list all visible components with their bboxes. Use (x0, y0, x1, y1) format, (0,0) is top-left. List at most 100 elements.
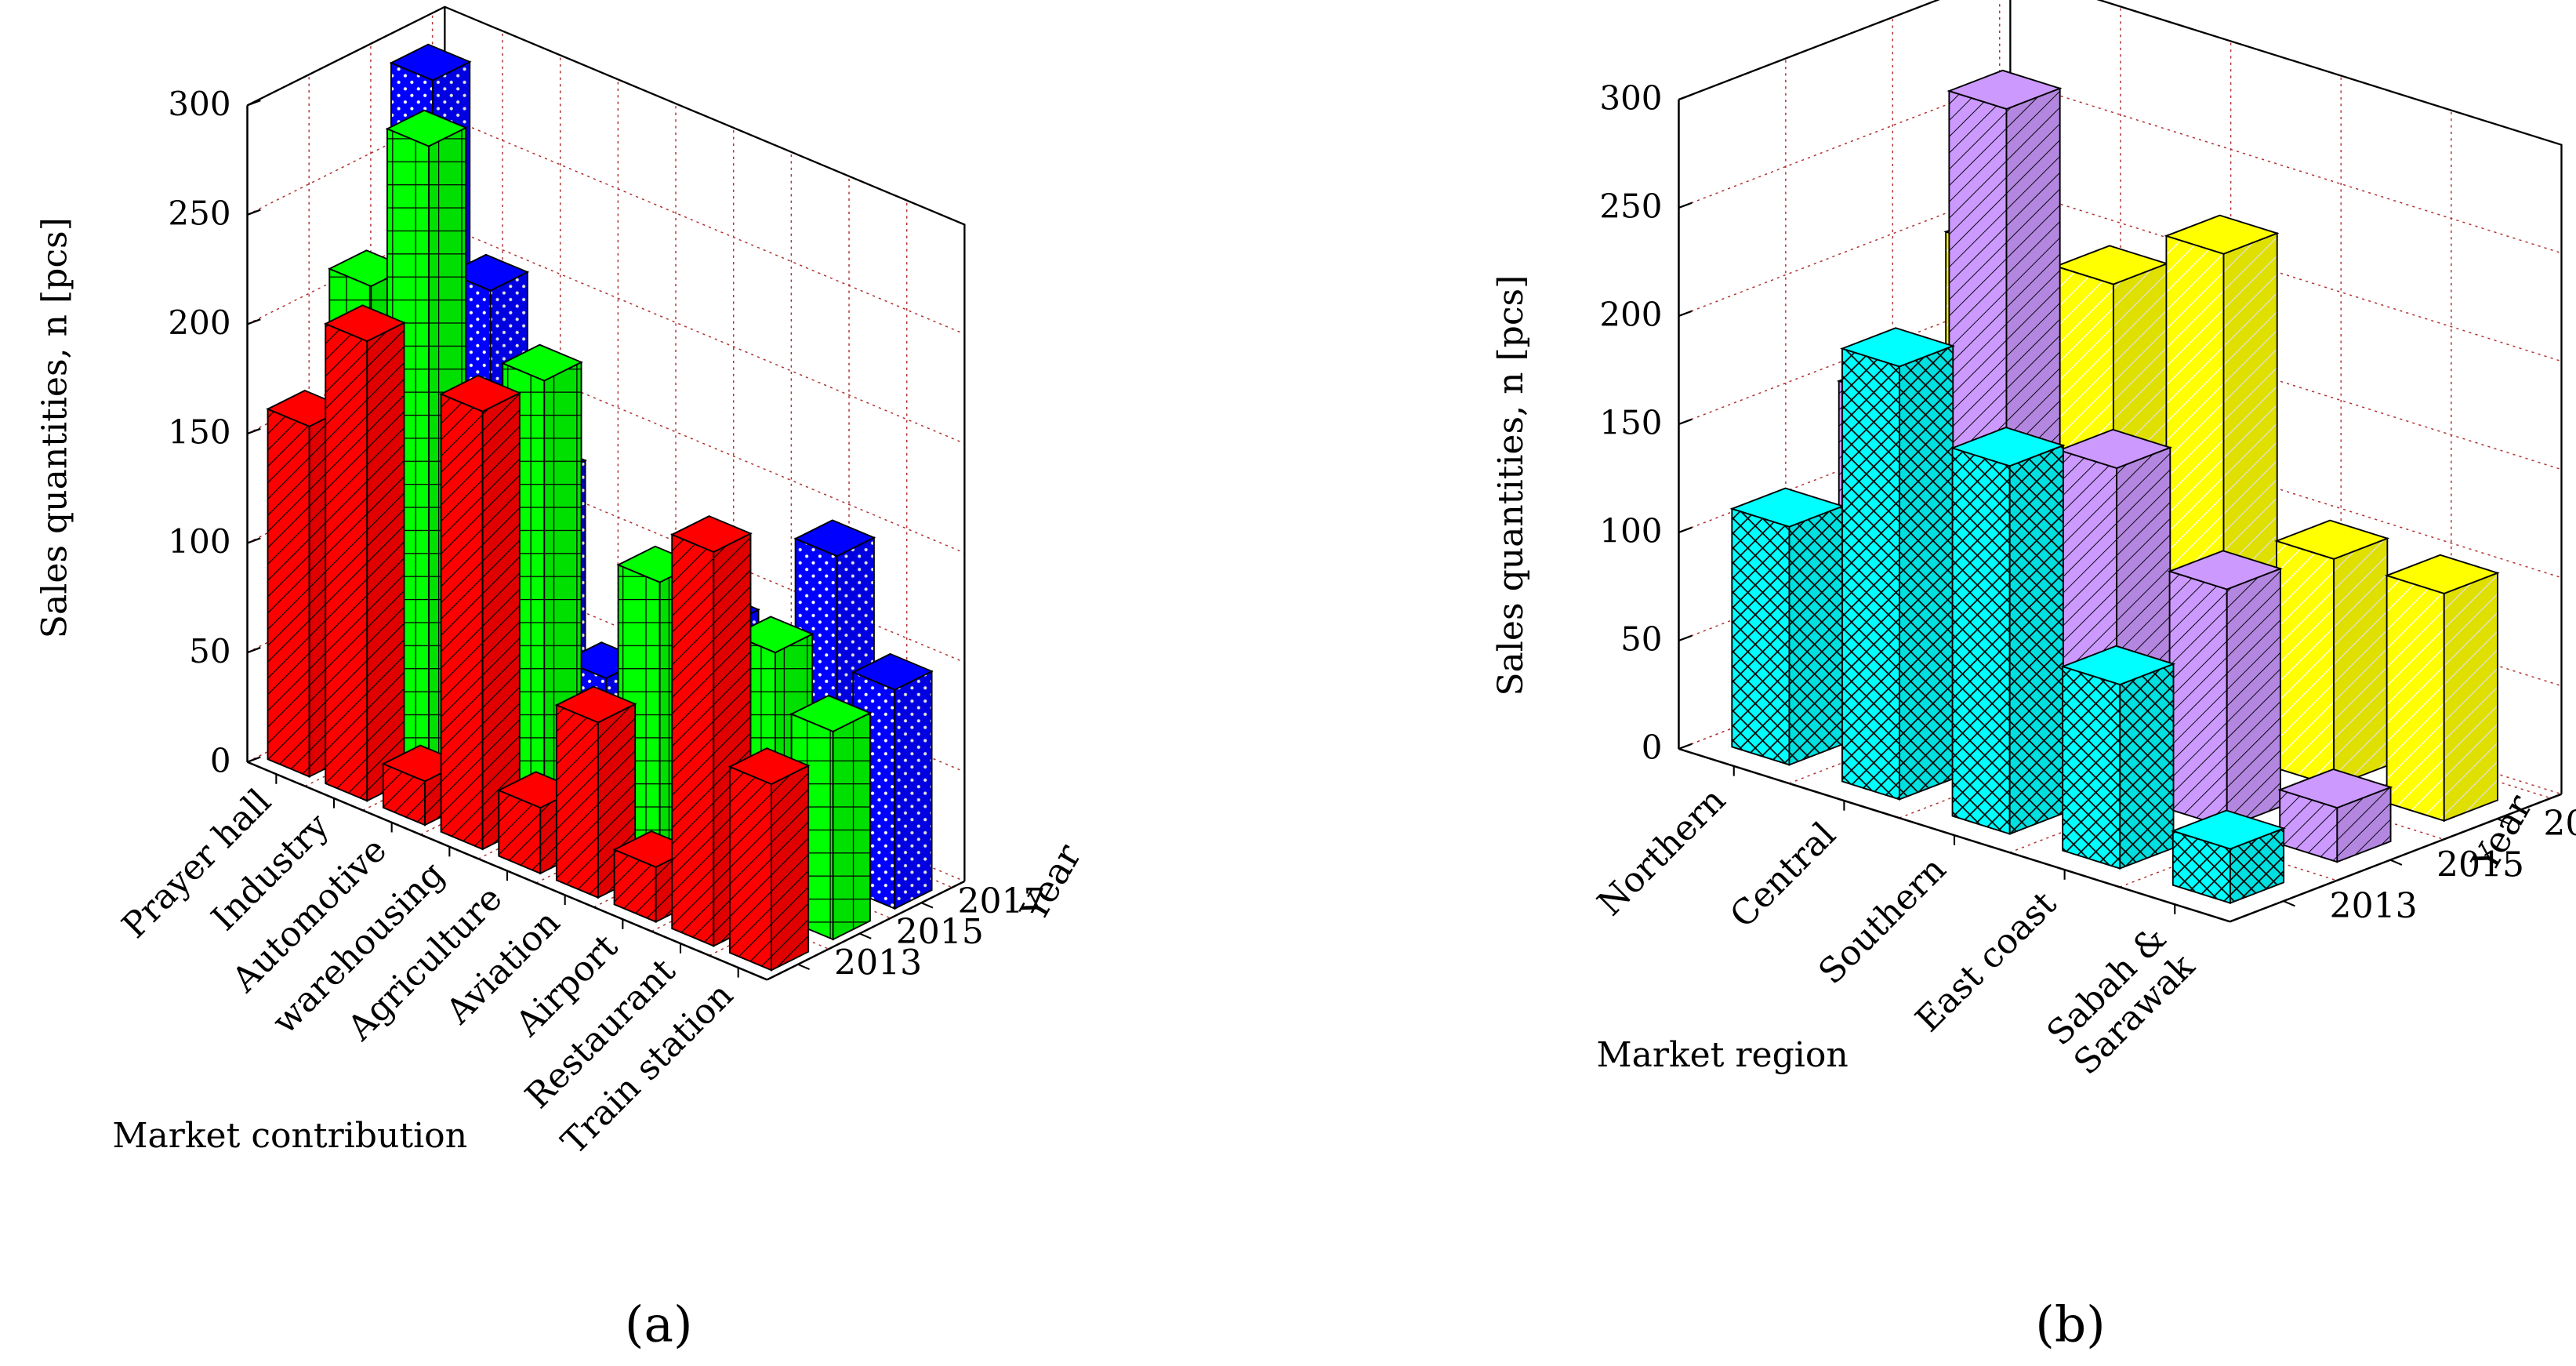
year-label-2017: 2017 (957, 881, 1045, 921)
y-tick-label-0: 0 (1642, 728, 1663, 767)
y-tick-label-50: 50 (1620, 620, 1662, 659)
bar-side-shade (894, 671, 932, 909)
bar-side-shade (367, 322, 405, 801)
bar-front-face (1841, 347, 1901, 801)
frame-top (1678, 0, 2563, 794)
bar-top-face (439, 374, 522, 412)
bar-2013-east-coast (2060, 645, 2176, 870)
year-label-2013: 2013 (834, 943, 922, 983)
bars (266, 43, 934, 972)
bar-front-face (1731, 507, 1791, 766)
y-tick-0 (247, 756, 261, 763)
y-tick-2 (247, 537, 261, 544)
bar-front-face (2062, 665, 2121, 870)
bars (1729, 69, 2500, 905)
bar-side-shade (2009, 445, 2063, 834)
bar-top-face (323, 304, 406, 343)
y-tick-6 (247, 99, 261, 107)
bar-2013-northern (1729, 487, 1845, 766)
bar-side-shade (833, 713, 870, 939)
bar-top-face (851, 652, 934, 691)
bar-2013-warehousing (439, 374, 522, 851)
bar-front-face (440, 393, 484, 851)
bar-top-face (731, 616, 815, 654)
bar-top-face (2060, 645, 2176, 685)
bar-side-shade (2334, 538, 2388, 787)
gridline-y-5 (247, 115, 965, 335)
y-tick-0 (1678, 743, 1693, 750)
bar-side-shade (2226, 569, 2280, 828)
bar-top-face (2164, 214, 2280, 255)
bar-2013-southern (1950, 427, 2066, 835)
chart-panel-b: 0 50 100 150 200 250 300 NorthernCentralSouther… (1491, 0, 2576, 1083)
x-axis-title: Market contribution (112, 1116, 467, 1156)
y-tick-label-250: 250 (168, 194, 230, 232)
y-tick-4 (247, 318, 261, 325)
bar-top-face (554, 685, 637, 724)
y-tick-label-300: 300 (168, 85, 230, 123)
bar-top-face (789, 695, 873, 732)
y-tick-label-300: 300 (1599, 79, 1662, 118)
bar-2013-sabah-sarawak (2170, 809, 2286, 905)
category-label-northern: Northern (1590, 780, 1733, 924)
bar-side-shade (771, 765, 809, 971)
bar-2015-sabah-sarawak (2277, 768, 2393, 863)
x-axis-title: Market region (1597, 1035, 1849, 1075)
y-tick-label-50: 50 (189, 632, 230, 670)
y-tick-label-150: 150 (1599, 404, 1662, 442)
y-tick-2 (1678, 526, 1693, 534)
bar-top-face (793, 519, 876, 558)
z-tick-2 (2497, 818, 2509, 825)
bar-top-face (1950, 427, 2066, 467)
bar-side-shade (482, 393, 520, 849)
z-tick-0 (797, 963, 810, 971)
year-label-2013: 2013 (2330, 886, 2418, 926)
bar-top-face (500, 343, 583, 382)
year-label-2015: 2015 (896, 912, 984, 952)
year-label-2017: 2017 (2543, 804, 2576, 844)
z-tick-0 (2283, 900, 2295, 907)
y-tick-5 (247, 209, 261, 216)
bar-2017-sabah-sarawak (2384, 554, 2500, 823)
bar-front-face (2276, 539, 2335, 787)
bar-top-face (2274, 519, 2390, 560)
bar-front-face (671, 533, 715, 947)
bar-side-shade (2120, 663, 2174, 869)
y-tick-label-200: 200 (168, 303, 230, 342)
y-tick-5 (1678, 202, 1693, 209)
year-label-2015: 2015 (2436, 845, 2524, 885)
bar-front-face (267, 408, 310, 778)
bar-side-shade (2337, 787, 2391, 863)
bar-top-face (669, 515, 753, 553)
z-tick-1 (859, 932, 872, 939)
frame-top (246, 5, 966, 881)
bar-side-shade (1899, 346, 1954, 800)
bar-top-face (1840, 327, 1956, 368)
y-tick-3 (247, 427, 261, 435)
y-tick-label-100: 100 (168, 522, 230, 561)
y-axis-title: Sales quantities, n [pcs] (35, 217, 75, 638)
y-tick-1 (1678, 634, 1693, 642)
y-tick-label-200: 200 (1599, 296, 1662, 334)
bar-side-shade (2230, 828, 2284, 903)
bar-2017-east-coast (2274, 519, 2390, 787)
bar-side-shade (1789, 506, 1843, 765)
bar-front-face (2168, 570, 2228, 829)
y-tick-label-250: 250 (1599, 187, 1662, 226)
z-axis-line (766, 880, 965, 981)
bar-top-face (2384, 554, 2500, 594)
bar-top-face (2170, 809, 2286, 850)
y-tick-6 (1678, 93, 1693, 101)
bar-front-face (555, 703, 599, 899)
bar-top-face (2167, 550, 2283, 590)
bar-top-face (2057, 428, 2173, 470)
panel-label-b: (b) (2035, 1296, 2105, 1353)
y-tick-4 (1678, 310, 1693, 318)
bar-front-face (1951, 447, 2011, 835)
bar-top-face (727, 747, 811, 786)
category-label-east-coast: East coast (1908, 884, 2064, 1040)
bar-front-face (728, 765, 772, 972)
panel-label-a: (a) (625, 1296, 693, 1353)
